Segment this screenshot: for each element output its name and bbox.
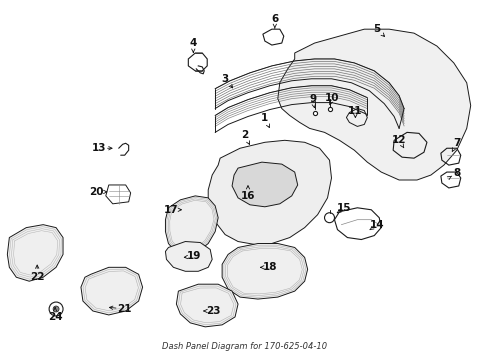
Polygon shape	[165, 242, 212, 271]
Polygon shape	[7, 225, 63, 281]
Text: 15: 15	[337, 203, 351, 213]
Text: 1: 1	[261, 113, 268, 123]
Text: 6: 6	[271, 14, 278, 24]
Text: 12: 12	[391, 135, 406, 145]
Text: 21: 21	[117, 304, 132, 314]
Polygon shape	[392, 132, 426, 158]
Polygon shape	[222, 243, 307, 299]
Polygon shape	[165, 196, 218, 255]
Text: 18: 18	[262, 262, 277, 272]
Circle shape	[53, 306, 59, 312]
Text: 11: 11	[347, 105, 362, 116]
Text: 3: 3	[221, 74, 228, 84]
Text: 4: 4	[189, 38, 197, 48]
Text: 20: 20	[89, 187, 104, 197]
Text: 16: 16	[240, 191, 255, 201]
Text: 2: 2	[241, 130, 248, 140]
Polygon shape	[277, 29, 470, 180]
Text: 8: 8	[452, 168, 460, 178]
Polygon shape	[81, 267, 142, 315]
Text: 22: 22	[30, 272, 44, 282]
Text: 9: 9	[308, 94, 316, 104]
Text: 14: 14	[369, 220, 384, 230]
Text: 5: 5	[373, 24, 380, 34]
Text: 23: 23	[205, 306, 220, 316]
Polygon shape	[176, 284, 238, 327]
Polygon shape	[208, 140, 331, 244]
Text: 24: 24	[48, 312, 62, 322]
Text: 10: 10	[325, 93, 339, 103]
Text: 7: 7	[452, 138, 460, 148]
Text: 17: 17	[164, 205, 179, 215]
Text: Dash Panel Diagram for 170-625-04-10: Dash Panel Diagram for 170-625-04-10	[162, 342, 326, 351]
Text: 19: 19	[187, 251, 201, 261]
Text: 13: 13	[91, 143, 106, 153]
Polygon shape	[232, 162, 297, 207]
